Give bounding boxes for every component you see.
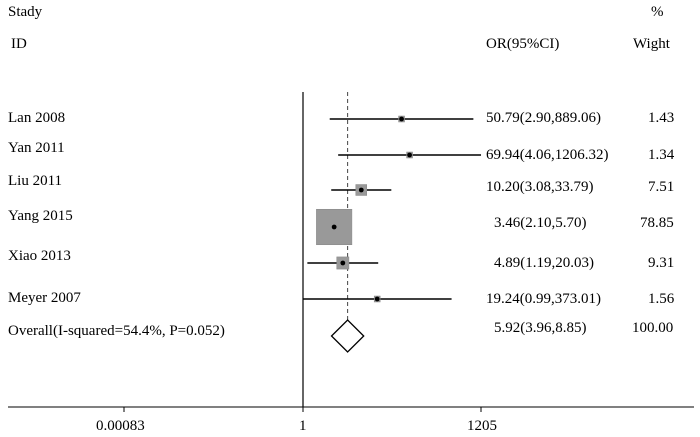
study-name: Yan 2011 <box>8 140 65 156</box>
study-weight: 1.56 <box>648 291 675 307</box>
study-ci-text: 69.94(4.06,1206.32) <box>486 147 609 163</box>
point-estimate <box>374 296 380 302</box>
study-name: Lan 2008 <box>8 110 66 126</box>
study-ci-text: 50.79(2.90,889.06) <box>486 110 601 126</box>
study-weight: 78.85 <box>640 215 674 231</box>
study-ci-text: 4.89(1.19,20.03) <box>494 255 594 271</box>
x-tick-label: 1 <box>299 418 307 434</box>
point-estimate <box>399 116 404 122</box>
id-column-header: ID <box>11 36 27 52</box>
point-estimate <box>331 224 337 230</box>
overall-diamond <box>330 319 365 353</box>
percent-column-header: % <box>651 4 664 20</box>
study-name: Liu 2011 <box>8 173 63 189</box>
weight-column-header: Wight <box>633 36 670 52</box>
study-name: Meyer 2007 <box>8 290 81 306</box>
overall-label: Overall(I-squared=54.4%, P=0.052) <box>8 323 225 339</box>
study-column-header: Stady <box>8 4 43 20</box>
study-weight: 1.34 <box>648 147 675 163</box>
study-name: Yang 2015 <box>8 208 73 224</box>
study-ci-text: 19.24(0.99,373.01) <box>486 291 601 307</box>
study-name: Xiao 2013 <box>8 248 71 264</box>
overall-weight: 100.00 <box>632 320 674 336</box>
point-estimate <box>358 187 364 193</box>
study-weight: 7.51 <box>648 179 675 195</box>
study-ci-text: 3.46(2.10,5.70) <box>494 215 587 231</box>
point-estimate <box>407 152 412 158</box>
study-weight: 9.31 <box>648 255 675 271</box>
study-weight: 1.43 <box>648 110 675 126</box>
or-column-header: OR(95%CI) <box>486 36 560 52</box>
overall-ci-text: 5.92(3.96,8.85) <box>494 320 587 336</box>
x-tick-label: 0.00083 <box>96 418 145 434</box>
x-tick-label: 1205 <box>467 418 497 434</box>
study-ci-text: 10.20(3.08,33.79) <box>486 179 594 195</box>
point-estimate <box>340 260 346 266</box>
